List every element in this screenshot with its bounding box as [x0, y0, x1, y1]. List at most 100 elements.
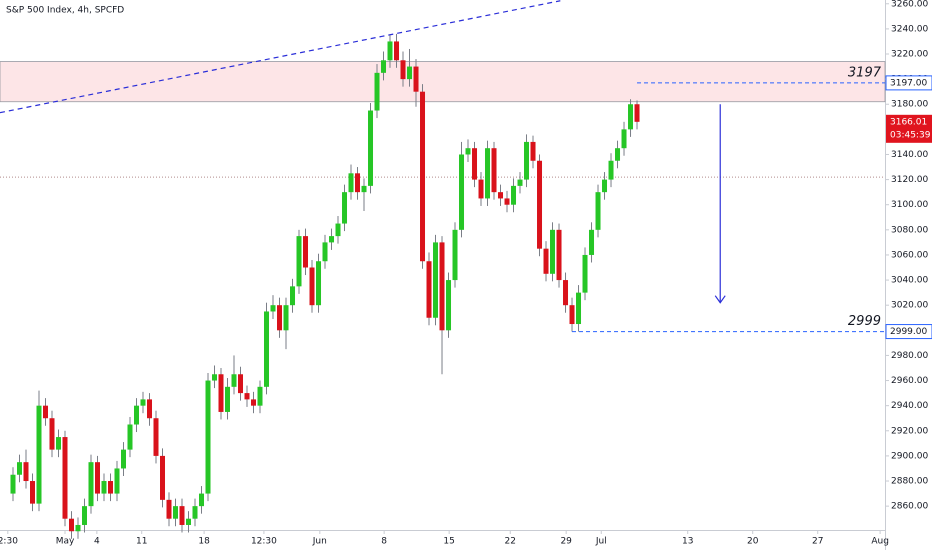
candle-body: [478, 179, 484, 199]
y-tick-label: 3240.00: [891, 24, 928, 34]
candle-body: [563, 280, 569, 306]
candle-body: [277, 305, 283, 331]
candle-body: [400, 60, 406, 80]
candle-body: [101, 481, 107, 494]
candle-body: [537, 160, 543, 249]
y-tick-label: 2980.00: [891, 351, 928, 361]
candle-body: [524, 141, 530, 180]
candle-body: [621, 129, 627, 149]
y-tick-label: 3220.00: [891, 50, 928, 60]
y-tick-label: 3100.00: [891, 200, 928, 210]
y-tick-label: 2860.00: [891, 502, 928, 512]
candle-body: [75, 524, 81, 532]
candle-body: [134, 405, 140, 425]
candle-body: [348, 173, 354, 193]
candle-body: [296, 236, 302, 287]
candle-body: [173, 506, 179, 519]
x-tick-label: 4: [94, 537, 100, 547]
candle-body: [166, 499, 172, 519]
candle-body: [335, 223, 341, 237]
candle-body: [485, 148, 491, 199]
candle-body: [283, 305, 289, 331]
candle-body: [498, 192, 504, 199]
candle-body: [179, 506, 185, 525]
level-tag: [885, 75, 932, 91]
candle-body: [290, 286, 296, 306]
candle-body: [238, 374, 244, 394]
candle-body: [634, 104, 640, 122]
x-tick-label: 13: [682, 537, 693, 547]
candle-body: [472, 148, 478, 180]
candle-body: [452, 229, 458, 281]
x-tick-label: 20: [747, 537, 759, 547]
candle-body: [582, 254, 588, 293]
candle-body: [218, 374, 224, 412]
candle-body: [374, 72, 380, 111]
chart-title: S&P 500 Index, 4h, SPCFD: [6, 6, 124, 16]
y-tick-label: 3260.00: [891, 0, 928, 9]
last-price-label: 3166.01: [890, 117, 927, 127]
y-tick-label: 3040.00: [891, 276, 928, 286]
candle-body: [465, 148, 471, 155]
y-tick-label: 3120.00: [891, 175, 928, 185]
y-tick-label: 2900.00: [891, 451, 928, 461]
candle-body: [49, 418, 55, 450]
candle-body: [420, 91, 426, 262]
candle-body: [517, 179, 523, 186]
candle-body: [82, 506, 88, 525]
x-tick-label: 15: [443, 537, 454, 547]
candle-body: [199, 493, 205, 507]
candle-body: [186, 518, 192, 525]
candle-body: [62, 437, 68, 519]
y-tick-label: 2960.00: [891, 376, 928, 386]
candle-body: [355, 173, 361, 193]
candle-body: [387, 41, 393, 61]
candle-body: [504, 198, 510, 205]
candle-body: [257, 386, 263, 406]
candle-body: [231, 374, 237, 387]
x-tick-label: 11: [136, 537, 147, 547]
candle-body: [108, 481, 114, 494]
candle-body: [491, 148, 497, 193]
candle-body: [446, 280, 452, 331]
x-tick-label: 27: [812, 537, 823, 547]
candle-body: [608, 160, 614, 180]
candle-body: [459, 154, 465, 230]
candle-body: [381, 60, 387, 73]
y-tick-label: 2880.00: [891, 477, 928, 487]
candle-body: [43, 405, 49, 419]
candle-body: [88, 462, 94, 507]
candle-body: [23, 462, 29, 482]
candle-body: [140, 399, 146, 406]
candle-body: [270, 305, 276, 312]
x-tick-label: 18: [198, 537, 210, 547]
y-tick-label: 2920.00: [891, 426, 928, 436]
candle-body: [127, 424, 133, 450]
candle-body: [439, 242, 445, 331]
candle-body: [368, 110, 374, 186]
candle-body: [30, 481, 36, 504]
candle-body: [322, 242, 328, 262]
candle-body: [251, 399, 257, 406]
candle-body: [264, 311, 270, 387]
candle-body: [147, 399, 153, 419]
level-tag-label: 3197.00: [890, 78, 927, 88]
candle-body: [433, 242, 439, 318]
candle-body: [426, 261, 432, 318]
candle-body: [361, 185, 367, 193]
level-tag: [885, 324, 932, 340]
candle-body: [212, 374, 218, 381]
candle-body: [303, 236, 309, 268]
candle-body: [394, 41, 400, 61]
x-tick-label: May: [56, 537, 75, 547]
candle-body: [192, 506, 198, 519]
candle-body: [121, 449, 127, 469]
resistance-zone: [0, 61, 886, 103]
x-tick-label: Jun: [312, 537, 327, 547]
candle-body: [615, 148, 621, 161]
candle-body: [10, 474, 16, 494]
candle-body: [595, 192, 601, 230]
y-tick-label: 3060.00: [891, 250, 928, 260]
